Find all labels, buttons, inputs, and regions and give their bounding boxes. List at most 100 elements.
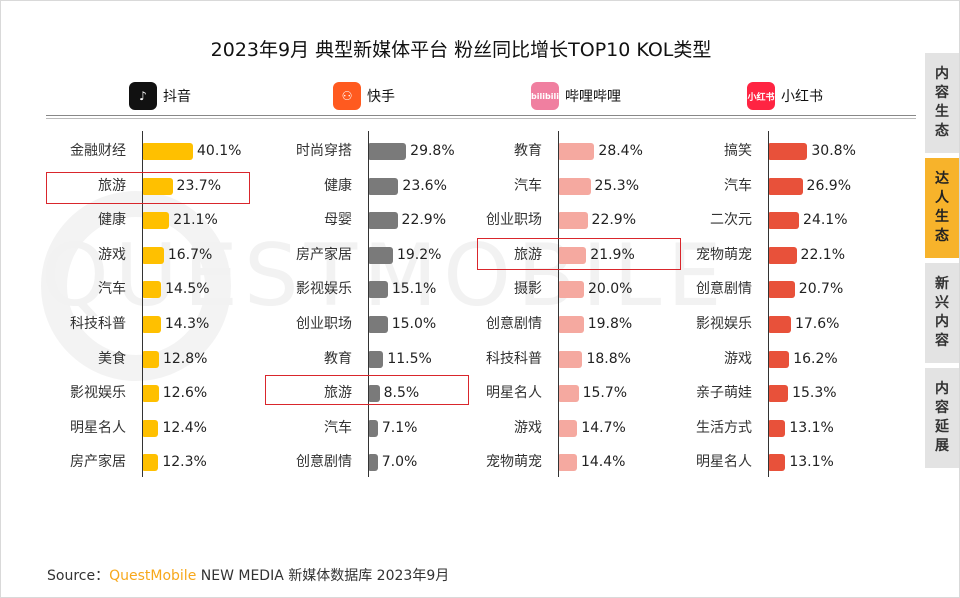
category-label: 房产家居 bbox=[296, 246, 352, 263]
platform-name: 抖音 bbox=[163, 89, 191, 105]
category-label: 影视娱乐 bbox=[696, 316, 752, 332]
category-label: 创业职场 bbox=[296, 316, 352, 332]
category-label: 影视娱乐 bbox=[70, 385, 126, 402]
source-note: Source：QuestMobile NEW MEDIA 新媒体数据库 2023… bbox=[47, 565, 449, 585]
bar bbox=[143, 143, 193, 160]
header-divider-bottom bbox=[46, 118, 916, 119]
value-label: 22.9% bbox=[401, 212, 447, 229]
highlight-box-kuaishou-travel bbox=[265, 375, 469, 405]
value-label: 30.8% bbox=[811, 143, 856, 159]
bilibili-logo: bilibili bbox=[531, 82, 559, 110]
bar bbox=[559, 281, 584, 299]
watermark-text: QUESTMOBILE bbox=[41, 226, 728, 326]
value-label: 7.0% bbox=[381, 454, 418, 471]
category-label: 旅游 bbox=[324, 385, 352, 402]
chart-title: 2023年9月 典型新媒体平台 粉丝同比增长TOP10 KOL类型 bbox=[210, 39, 712, 61]
bar bbox=[143, 281, 162, 299]
value-label: 22.1% bbox=[800, 246, 846, 263]
side-tab-3[interactable]: 新兴内容 bbox=[925, 263, 959, 363]
bar bbox=[559, 454, 577, 472]
category-label: 生活方式 bbox=[696, 419, 752, 436]
value-label: 8.5% bbox=[383, 385, 420, 402]
category-label: 搞笑 bbox=[724, 143, 752, 159]
value-label: 14.4% bbox=[580, 454, 626, 471]
douyin-logo: ♪ bbox=[129, 82, 157, 110]
side-tab-2[interactable]: 达人生态 bbox=[925, 158, 959, 258]
category-label: 汽车 bbox=[324, 419, 352, 436]
value-label: 17.6% bbox=[794, 316, 840, 332]
category-label: 宠物萌宠 bbox=[486, 454, 542, 471]
y-axis-line bbox=[768, 131, 769, 477]
bar bbox=[769, 177, 803, 195]
bar bbox=[369, 177, 399, 195]
bar bbox=[369, 350, 384, 368]
bar bbox=[143, 350, 159, 368]
bar-chart-bilibili: 教育 28.4% 汽车 25.3% 创业职场 22.9% 旅游 21.9% 摄影 20.0% 创意剧… bbox=[433, 131, 653, 481]
bar bbox=[369, 281, 388, 299]
value-label: 24.1% bbox=[803, 212, 848, 229]
side-tab-1[interactable]: 内容生态 bbox=[925, 53, 959, 153]
value-label: 7.1% bbox=[381, 419, 418, 436]
value-label: 29.8% bbox=[410, 143, 455, 159]
category-label: 二次元 bbox=[710, 212, 752, 229]
category-label: 时尚穿搭 bbox=[296, 143, 352, 159]
category-label: 亲子萌娃 bbox=[696, 385, 752, 402]
category-label: 宠物萌宠 bbox=[696, 246, 752, 263]
bar bbox=[769, 385, 789, 403]
side-tab-4[interactable]: 内容延展 bbox=[925, 368, 959, 468]
highlight-box-douyin-travel bbox=[46, 172, 250, 204]
platform-name: 快手 bbox=[367, 89, 395, 105]
bar bbox=[143, 419, 159, 437]
platform-header-douyin: ♪ 抖音 bbox=[129, 81, 191, 111]
category-label: 教育 bbox=[514, 143, 542, 159]
value-label: 25.3% bbox=[594, 177, 640, 194]
source-prefix: Source： bbox=[47, 568, 110, 584]
value-label: 12.3% bbox=[162, 454, 207, 471]
category-label: 金融财经 bbox=[70, 143, 126, 159]
bar bbox=[769, 316, 791, 333]
value-label: 15.7% bbox=[582, 385, 628, 402]
category-label: 科技科普 bbox=[486, 350, 542, 367]
bar bbox=[143, 246, 164, 264]
category-label: 创意剧情 bbox=[296, 454, 352, 471]
bar bbox=[369, 419, 378, 437]
bar bbox=[143, 177, 173, 195]
category-label: 明星名人 bbox=[486, 385, 542, 402]
bar-chart-douyin: 金融财经 40.1% 旅游 23.7% 健康 21.1% 游戏 16.7% 汽车 14.5% 科技科… bbox=[1, 131, 241, 481]
platform-name: 小红书 bbox=[781, 89, 823, 105]
value-label: 13.1% bbox=[789, 454, 834, 471]
bar bbox=[559, 143, 595, 160]
y-axis-line bbox=[142, 131, 143, 477]
value-label: 23.7% bbox=[176, 177, 222, 194]
bar bbox=[143, 316, 161, 333]
category-label: 游戏 bbox=[724, 350, 752, 367]
bar bbox=[369, 454, 378, 472]
bar bbox=[769, 350, 790, 368]
bar bbox=[769, 454, 786, 472]
source-brand: QuestMobile bbox=[109, 568, 197, 584]
category-label: 教育 bbox=[324, 350, 352, 367]
bar bbox=[369, 316, 388, 333]
category-label: 美食 bbox=[98, 350, 126, 367]
value-label: 23.6% bbox=[402, 177, 447, 194]
bar bbox=[769, 419, 786, 437]
value-label: 20.7% bbox=[798, 281, 844, 298]
bar bbox=[559, 177, 591, 195]
category-label: 游戏 bbox=[514, 419, 542, 436]
category-label: 创意剧情 bbox=[696, 281, 752, 298]
platform-header-kuaishou: ⚇ 快手 bbox=[333, 81, 395, 111]
bar bbox=[769, 212, 800, 230]
value-label: 14.7% bbox=[581, 419, 626, 436]
kuaishou-logo: ⚇ bbox=[333, 82, 361, 110]
category-label: 旅游 bbox=[98, 177, 126, 194]
value-label: 15.3% bbox=[792, 385, 837, 402]
bar-chart-kuaishou: 时尚穿搭 29.8% 健康 23.6% 母婴 22.9% 房产家居 19.2% 影视娱乐 15.1… bbox=[227, 131, 455, 481]
xiaohongshu-logo: 小红书 bbox=[747, 82, 775, 110]
value-label: 11.5% bbox=[387, 350, 432, 367]
category-label: 明星名人 bbox=[70, 419, 126, 436]
category-label: 影视娱乐 bbox=[296, 281, 352, 298]
bar bbox=[769, 281, 795, 299]
value-label: 26.9% bbox=[806, 177, 852, 194]
bar bbox=[559, 385, 579, 403]
